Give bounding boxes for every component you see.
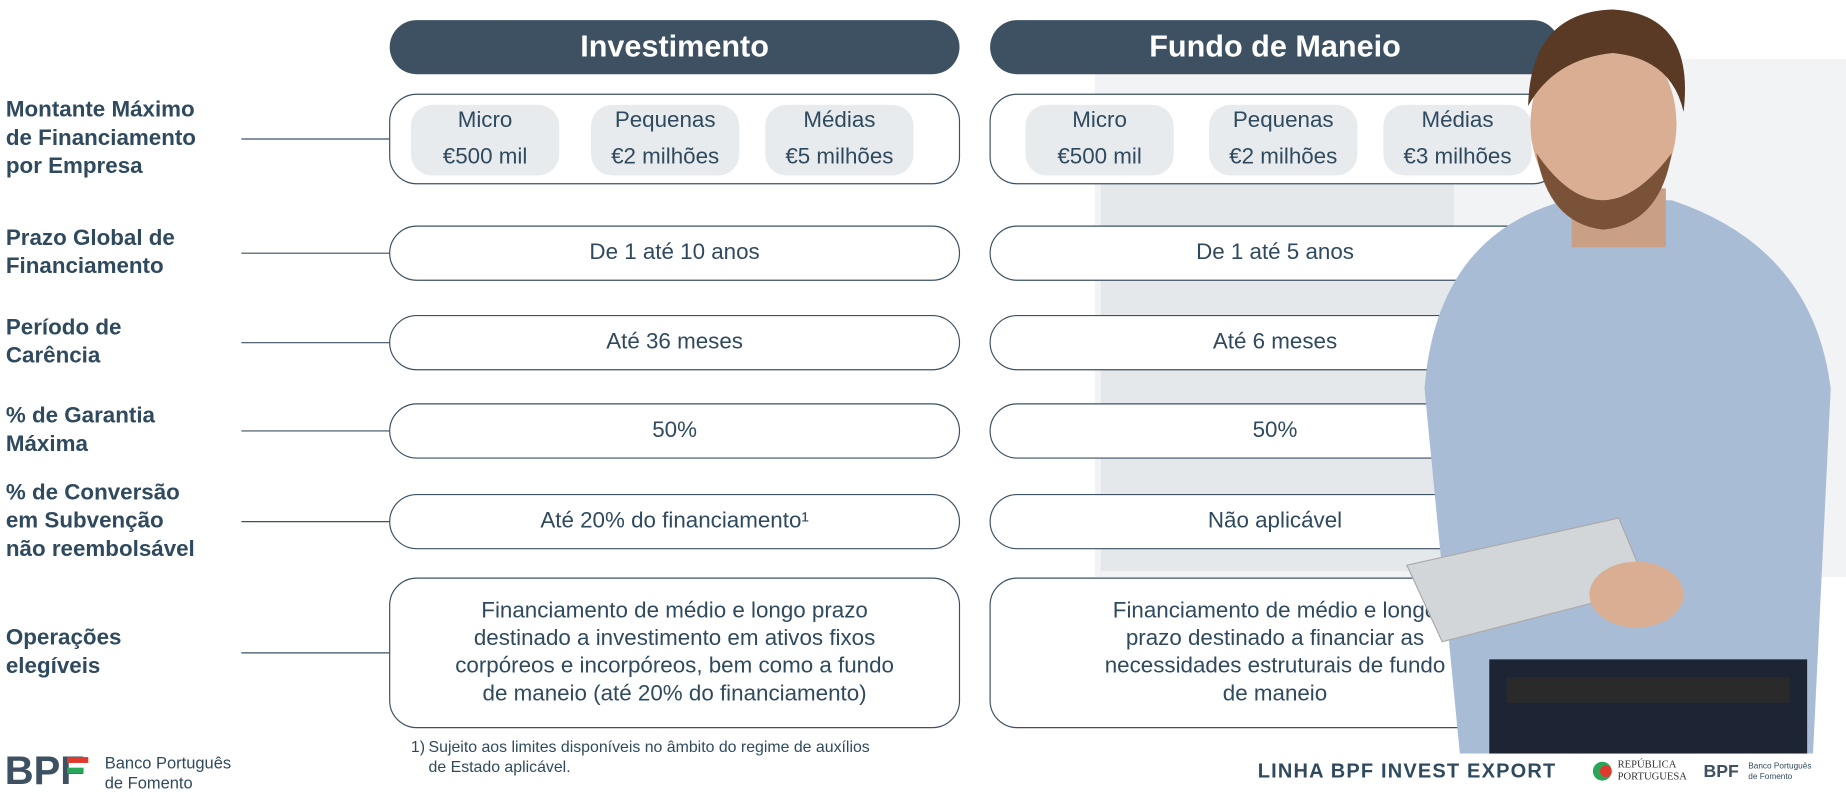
footnote-text: Sujeito aos limites disponíveis no âmbit… (429, 739, 870, 756)
row-label: não reembolsável (6, 536, 195, 561)
brand-logo-small: BPF (1704, 761, 1740, 781)
footer-title: LINHA BPF INVEST EXPORT (1258, 761, 1557, 783)
logo-accent (67, 767, 84, 774)
partner-emblem (1599, 765, 1612, 778)
tier-pill (1209, 104, 1358, 176)
cell-text: Até 6 meses (1213, 329, 1337, 354)
brand-name: de Fomento (105, 775, 193, 793)
cell-text: Financiamento de médio e longo (1113, 597, 1437, 622)
tier-name: Pequenas (615, 107, 716, 132)
brand-name-small: Banco Português (1748, 762, 1811, 771)
cell-text: 50% (1253, 417, 1298, 442)
tier-amount: €5 milhões (785, 144, 893, 169)
row-label: Operações (6, 625, 122, 650)
tier-pill (1383, 104, 1532, 176)
row-label: Financiamento (6, 253, 164, 278)
column-header (990, 20, 1560, 75)
cell-text: destinado a investimento em ativos fixos (474, 625, 875, 650)
column-header-text: Investimento (580, 29, 769, 63)
tier-name: Médias (803, 107, 875, 132)
tier-pill (591, 104, 740, 176)
row-label: Montante Máximo (6, 97, 195, 122)
cell-text: Até 20% do financiamento¹ (540, 508, 808, 533)
cell-box (389, 493, 961, 550)
cell-box (389, 225, 961, 281)
cell-box (389, 403, 961, 459)
cell-box (389, 577, 961, 729)
cell-text: 50% (652, 417, 697, 442)
logo-accent (67, 757, 89, 763)
brand-name: Banco Português (105, 754, 231, 772)
tier-amount: €2 milhões (1229, 144, 1337, 169)
partner-name: REPÚBLICA (1618, 759, 1677, 771)
footnote-marker: 1) (411, 739, 425, 756)
column-header-text: Fundo de Maneio (1149, 29, 1401, 63)
cell-text: necessidades estruturais de fundo (1105, 653, 1446, 678)
tier-name: Micro (1072, 107, 1127, 132)
footnote-text: de Estado aplicável. (429, 759, 571, 776)
tier-amount: €2 milhões (611, 144, 719, 169)
tier-amount: €3 milhões (1403, 144, 1511, 169)
cell-text: prazo destinado a financiar as (1126, 625, 1424, 650)
table: Investimento Fundo de Maneio Montante Máxi… (6, 20, 1561, 729)
cell-text: Não aplicável (1208, 508, 1342, 533)
brand-name-small: de Fomento (1748, 772, 1792, 781)
row-label: em Subvenção (6, 508, 164, 533)
tier-pill (1025, 104, 1174, 176)
tier-name: Médias (1421, 107, 1493, 132)
cell-text: Até 36 meses (606, 329, 743, 354)
column-header (389, 20, 960, 75)
tier-pill (410, 104, 560, 176)
tier-name: Pequenas (1233, 107, 1334, 132)
cell-text: de maneio (1223, 680, 1327, 705)
cell-text: de maneio (até 20% do financiamento) (483, 680, 867, 705)
row-label: % de Conversão (6, 479, 180, 504)
footer: BPF Banco Português de Fomento 1) Sujeit… (5, 739, 1812, 793)
row-label: elegíveis (6, 653, 100, 678)
cell-text: Financiamento de médio e longo prazo (481, 597, 868, 622)
person-photo (1406, 9, 1831, 754)
row-label: Carência (6, 343, 101, 368)
cell-box (389, 315, 961, 371)
tier-amount: €500 mil (1057, 144, 1142, 169)
row-label: Período de (6, 314, 122, 339)
row-label: Máxima (6, 431, 89, 456)
row-label: de Financiamento (6, 125, 196, 150)
cell-text: De 1 até 10 anos (589, 239, 759, 264)
cell-text: De 1 até 5 anos (1196, 239, 1354, 264)
row-label: por Empresa (6, 153, 143, 178)
tier-amount: €500 mil (443, 144, 528, 169)
partner-name: PORTUGUESA (1618, 772, 1688, 783)
row-label: Prazo Global de (6, 225, 175, 250)
row-label: % de Garantia (6, 403, 156, 428)
tier-name: Micro (458, 107, 513, 132)
cell-text: corpóreos e incorpóreos, bem como a fund… (455, 653, 894, 678)
tier-pill (765, 104, 914, 176)
